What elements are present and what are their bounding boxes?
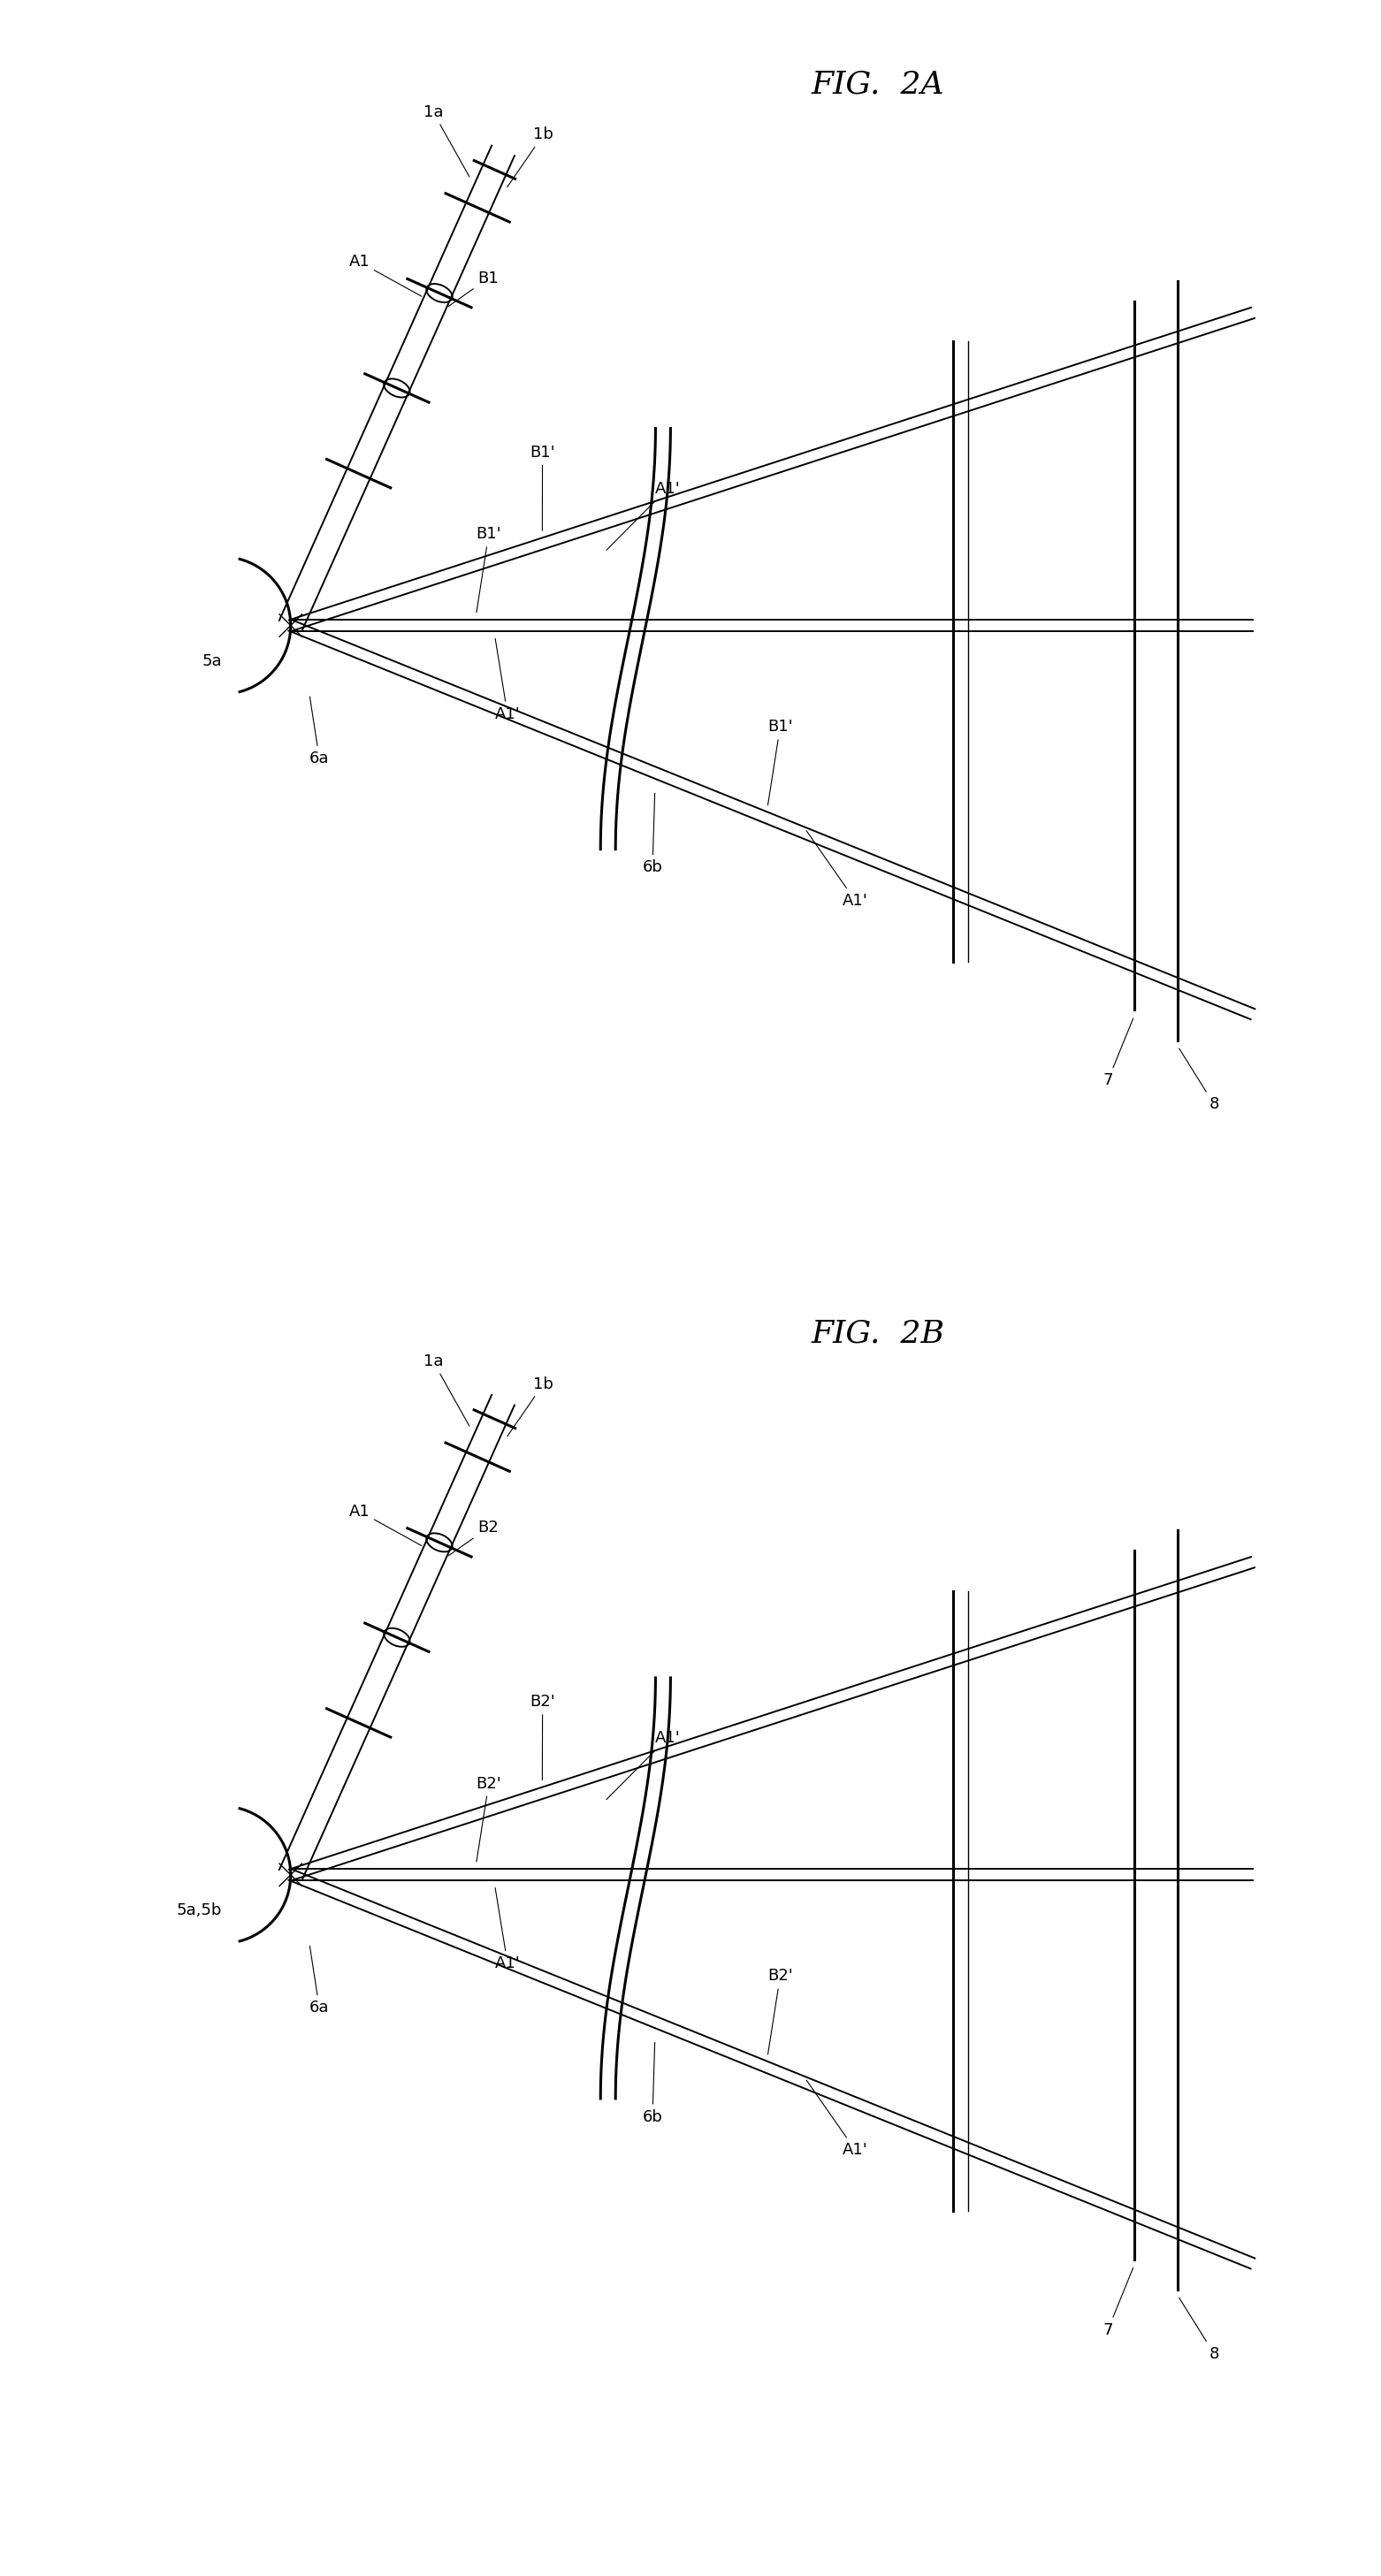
Text: 8: 8 [1179,1048,1219,1113]
Text: 6b: 6b [642,2043,663,2125]
Text: 1a: 1a [423,103,470,178]
Text: B2': B2' [530,1695,555,1780]
Text: B2': B2' [768,1968,793,2056]
Text: 8: 8 [1179,2298,1219,2362]
Text: A1': A1' [606,482,681,551]
Text: A1: A1 [349,255,421,296]
Text: 6a: 6a [309,696,329,768]
Text: 1b: 1b [507,1376,554,1437]
Text: B1: B1 [449,270,499,307]
Text: B2: B2 [449,1520,499,1556]
Text: A1': A1' [494,639,521,721]
Text: 5a,5b: 5a,5b [177,1901,222,1919]
Text: A1': A1' [494,1888,521,1971]
Text: 6b: 6b [642,793,663,876]
Text: B2': B2' [476,1775,501,1862]
Text: 5a: 5a [202,652,222,670]
Text: 1a: 1a [423,1352,470,1427]
Text: B1': B1' [530,446,555,531]
Text: A1: A1 [349,1504,421,1546]
Text: FIG.  2A: FIG. 2A [812,70,945,100]
Text: B1': B1' [476,526,501,613]
Text: 7: 7 [1103,2267,1134,2339]
Text: A1': A1' [807,2079,867,2159]
Text: A1': A1' [807,829,867,909]
Text: A1': A1' [606,1731,681,1801]
Text: 6a: 6a [309,1945,329,2017]
Text: 1b: 1b [507,126,554,188]
Text: FIG.  2B: FIG. 2B [811,1319,945,1350]
Text: B1': B1' [768,719,793,806]
Text: 7: 7 [1103,1018,1134,1090]
